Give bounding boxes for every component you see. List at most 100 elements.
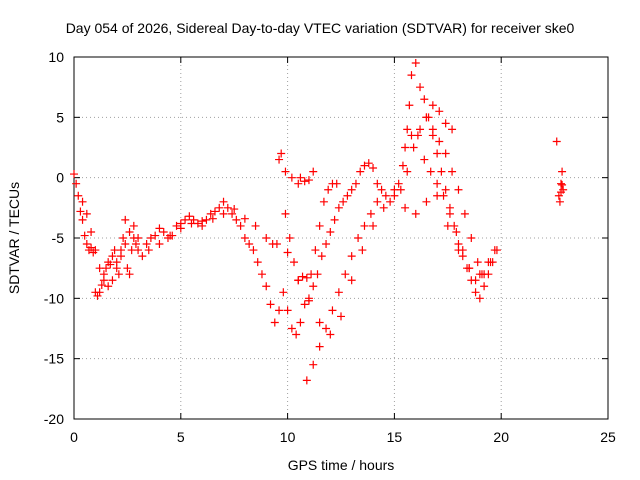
data-point	[373, 197, 382, 206]
data-point	[557, 188, 566, 197]
data-point	[351, 179, 360, 188]
data-point	[206, 209, 215, 218]
data-point	[275, 306, 284, 315]
data-point	[296, 318, 305, 327]
data-point	[460, 209, 469, 218]
data-point	[471, 276, 480, 285]
data-point	[236, 221, 245, 230]
data-point	[131, 240, 140, 249]
data-point	[394, 179, 403, 188]
data-point	[172, 221, 181, 230]
data-point	[484, 258, 493, 267]
data-point	[283, 306, 292, 315]
data-point	[356, 167, 365, 176]
data-point	[159, 227, 168, 236]
data-point	[232, 215, 241, 224]
data-point	[219, 197, 228, 206]
data-point	[82, 240, 91, 249]
data-point	[337, 312, 345, 321]
data-point	[290, 258, 299, 267]
data-point	[557, 179, 566, 188]
data-point	[428, 101, 437, 110]
data-point	[411, 59, 420, 68]
data-point	[87, 227, 96, 236]
data-point	[490, 246, 499, 255]
x-tick-label: 0	[70, 429, 78, 445]
data-point	[435, 107, 444, 116]
data-point	[125, 227, 134, 236]
data-point	[309, 360, 318, 369]
data-point	[215, 203, 224, 212]
data-point	[373, 179, 382, 188]
data-point	[416, 83, 425, 92]
data-point	[87, 243, 96, 252]
data-point	[228, 209, 237, 218]
data-point	[270, 318, 279, 327]
data-point	[302, 273, 311, 282]
data-point	[422, 197, 431, 206]
data-point	[283, 248, 292, 257]
data-point	[324, 185, 333, 194]
data-point	[287, 324, 296, 333]
data-point	[398, 161, 407, 170]
data-point	[91, 246, 100, 255]
data-point	[317, 252, 326, 261]
data-point	[420, 155, 429, 164]
data-point	[304, 296, 313, 305]
data-point	[257, 270, 266, 279]
y-tick-label: -20	[44, 411, 64, 427]
data-point	[420, 95, 429, 104]
data-point	[347, 252, 356, 261]
data-point	[552, 137, 561, 146]
data-point	[116, 246, 125, 255]
data-point	[441, 185, 450, 194]
data-point	[277, 149, 286, 158]
data-point	[268, 240, 277, 249]
data-point	[411, 209, 420, 218]
data-point	[249, 246, 258, 255]
data-point	[208, 214, 217, 223]
data-point	[119, 234, 128, 242]
data-point	[146, 234, 155, 242]
data-point	[558, 167, 567, 176]
data-point	[381, 191, 390, 200]
data-point	[433, 149, 442, 158]
data-point	[554, 191, 563, 200]
data-point	[189, 215, 198, 224]
chart-title: Day 054 of 2026, Sidereal Day-to-day VTE…	[65, 20, 575, 36]
data-point	[121, 215, 130, 224]
data-point	[366, 209, 375, 218]
data-point	[413, 131, 422, 140]
data-point	[253, 258, 262, 267]
data-point	[223, 203, 232, 212]
data-point	[176, 224, 185, 233]
y-tick-label: -15	[44, 351, 64, 367]
data-point	[558, 180, 567, 189]
data-point	[294, 179, 303, 188]
data-point	[452, 227, 461, 236]
data-point	[287, 173, 296, 182]
data-point	[360, 221, 369, 230]
data-point	[138, 252, 147, 261]
data-point	[99, 276, 108, 285]
data-point	[347, 276, 356, 285]
data-point	[379, 203, 388, 212]
data-point	[70, 170, 78, 179]
data-point	[166, 231, 175, 240]
data-point	[326, 330, 335, 339]
data-point	[281, 167, 290, 176]
x-tick-label: 5	[177, 429, 185, 445]
data-point	[134, 234, 143, 242]
data-point	[319, 197, 328, 206]
data-point	[134, 246, 143, 255]
data-point	[467, 234, 476, 242]
data-point	[422, 113, 431, 122]
data-point	[416, 125, 425, 134]
y-tick-label: 5	[56, 109, 64, 125]
x-tick-label: 25	[600, 429, 616, 445]
data-point	[386, 197, 395, 206]
data-point	[72, 179, 81, 188]
data-point	[339, 197, 348, 206]
data-point	[326, 227, 335, 236]
data-point	[240, 234, 249, 242]
